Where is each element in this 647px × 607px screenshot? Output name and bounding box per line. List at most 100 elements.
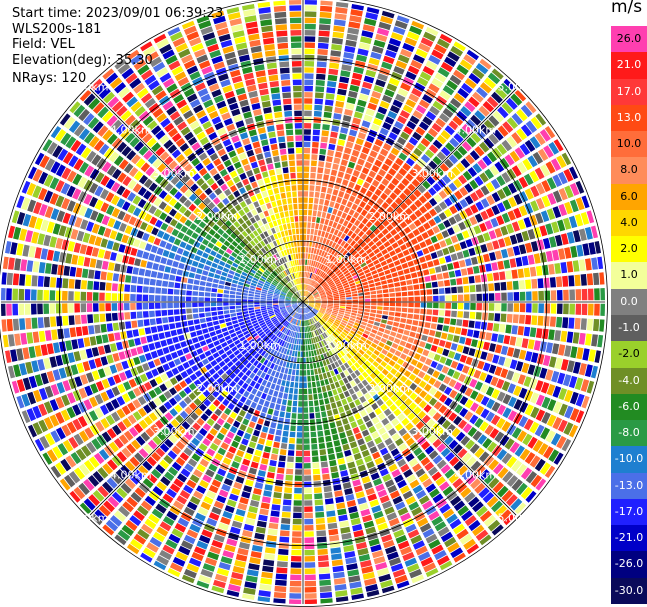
velocity-gate [108, 262, 115, 271]
velocity-gate [81, 147, 92, 159]
velocity-gate [303, 302, 308, 305]
velocity-gate [31, 231, 40, 244]
velocity-gate [407, 412, 416, 421]
velocity-gate [144, 352, 153, 361]
velocity-gate [321, 304, 327, 306]
velocity-gate [557, 372, 566, 385]
velocity-gate [306, 363, 310, 370]
velocity-gate [499, 323, 506, 333]
velocity-gate [409, 266, 416, 273]
velocity-gate [331, 125, 340, 132]
velocity-gate [55, 411, 65, 424]
velocity-gate [312, 254, 316, 260]
velocity-gate [301, 314, 303, 320]
velocity-gate [242, 308, 248, 312]
velocity-gate [485, 263, 492, 272]
velocity-gate [179, 489, 191, 500]
velocity-gate [101, 431, 112, 443]
velocity-gate [263, 387, 270, 394]
velocity-gate [79, 161, 89, 174]
velocity-gate [369, 316, 375, 321]
velocity-gate [499, 271, 506, 281]
velocity-gate [132, 195, 142, 205]
velocity-gate [553, 452, 564, 465]
velocity-gate [100, 238, 108, 248]
velocity-gate [329, 327, 335, 332]
velocity-gate [236, 288, 243, 292]
velocity-gate [219, 427, 228, 436]
velocity-gate [466, 49, 479, 61]
velocity-gate [393, 321, 400, 327]
velocity-gate [436, 273, 443, 280]
velocity-gate [61, 394, 71, 407]
velocity-gate [303, 197, 308, 203]
velocity-gate [271, 396, 277, 403]
velocity-gate [303, 438, 310, 444]
velocity-gate [34, 345, 42, 357]
velocity-gate [330, 466, 338, 473]
velocity-gate [515, 232, 524, 243]
velocity-gate [226, 499, 237, 508]
velocity-gate [304, 475, 312, 481]
velocity-gate [257, 329, 263, 335]
velocity-gate [382, 385, 390, 394]
velocity-gate [106, 354, 114, 364]
velocity-gate [318, 263, 323, 269]
velocity-gate [472, 524, 485, 537]
velocity-gate [353, 529, 364, 538]
velocity-gate [518, 176, 529, 189]
velocity-gate [444, 536, 457, 548]
velocity-gate [142, 251, 150, 260]
velocity-gate [574, 274, 581, 287]
velocity-gate [266, 303, 273, 306]
velocity-gate [450, 45, 464, 57]
velocity-gate [308, 297, 314, 300]
velocity-gate [520, 467, 533, 480]
velocity-gate [391, 255, 399, 262]
velocity-gate [327, 279, 333, 284]
velocity-gate [45, 263, 52, 274]
velocity-gate [315, 92, 324, 99]
velocity-gate [267, 408, 274, 415]
velocity-gate [212, 316, 218, 321]
velocity-gate [149, 536, 162, 548]
velocity-gate [290, 419, 297, 425]
velocity-gate [328, 262, 334, 269]
velocity-gate [220, 353, 228, 360]
velocity-gate [378, 256, 385, 263]
velocity-gate [364, 237, 372, 244]
velocity-gate [194, 407, 203, 416]
velocity-gate [394, 317, 401, 322]
velocity-gate [453, 261, 460, 269]
velocity-gate [242, 404, 249, 412]
velocity-gate [486, 496, 499, 508]
velocity-gate [86, 221, 95, 232]
velocity-gate [237, 285, 243, 289]
velocity-gate [299, 363, 303, 370]
velocity-gate [303, 425, 309, 432]
velocity-gate [232, 320, 238, 325]
velocity-gate [116, 253, 123, 263]
velocity-gate [238, 281, 244, 286]
velocity-gate [191, 232, 199, 240]
velocity-gate [339, 291, 345, 294]
velocity-gate [355, 280, 362, 285]
velocity-gate [309, 325, 313, 332]
velocity-gate [437, 280, 444, 287]
velocity-gate [292, 518, 302, 525]
velocity-gate [535, 478, 547, 491]
velocity-gate [377, 364, 384, 372]
velocity-gate [512, 245, 521, 256]
velocity-gate [375, 112, 385, 121]
velocity-gate [332, 434, 339, 441]
velocity-gate [515, 361, 524, 372]
velocity-gate [289, 309, 294, 314]
velocity-gate [456, 277, 463, 285]
velocity-gate [219, 280, 225, 285]
velocity-gate [403, 268, 410, 275]
velocity-gate [79, 244, 88, 255]
velocity-gate [380, 236, 388, 244]
velocity-gate [325, 193, 331, 200]
velocity-gate [544, 303, 551, 314]
velocity-gate [294, 487, 302, 494]
